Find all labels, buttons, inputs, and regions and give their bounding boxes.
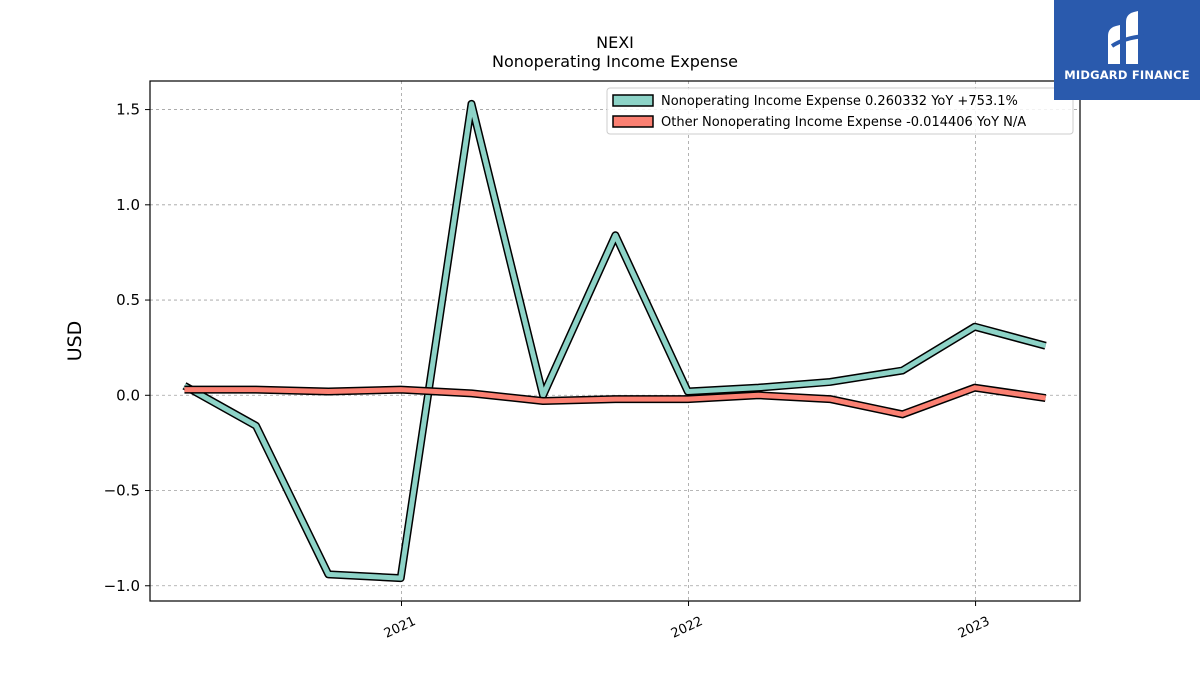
x-tick-label: 2021 xyxy=(382,614,418,642)
legend-swatch xyxy=(612,94,654,107)
y-tick-label: −1.0 xyxy=(104,577,140,595)
x-tick-label: 2023 xyxy=(956,614,992,642)
series-2-line xyxy=(184,385,1046,417)
legend-label: Other Nonoperating Income Expense -0.014… xyxy=(661,115,1026,130)
series-1-outline xyxy=(182,99,1047,583)
legend-box xyxy=(606,87,1074,135)
x-tick-label: 2022 xyxy=(669,614,705,642)
legend-swatch xyxy=(612,115,654,128)
y-tick-label: 0.0 xyxy=(116,386,140,404)
y-axis-label: USD xyxy=(64,321,86,362)
chart-subtitle: Nonoperating Income Expense xyxy=(492,52,738,71)
y-tick-label: 1.0 xyxy=(116,196,140,214)
grid xyxy=(150,81,1080,601)
logo-text: MIDGARD FINANCE xyxy=(1064,68,1190,82)
y-tick-label: −0.5 xyxy=(104,482,140,500)
x-axis: 2021 2022 2023 xyxy=(382,601,992,642)
y-tick-label: 0.5 xyxy=(116,291,140,309)
chart-title: NEXI xyxy=(596,33,634,52)
midgard-finance-logo: MIDGARD FINANCE xyxy=(1054,0,1200,100)
series-1-line xyxy=(183,101,1047,581)
y-axis: 1.5 1.0 0.5 0.0 −0.5 −1.0 xyxy=(104,101,150,595)
y-tick-label: 1.5 xyxy=(116,101,140,119)
series-layer xyxy=(182,99,1047,583)
legend: Nonoperating Income Expense 0.260332 YoY… xyxy=(606,87,1074,135)
logo-mark-icon xyxy=(1108,11,1145,64)
legend-label: Nonoperating Income Expense 0.260332 YoY… xyxy=(661,94,1018,109)
plot-frame xyxy=(149,80,1081,602)
